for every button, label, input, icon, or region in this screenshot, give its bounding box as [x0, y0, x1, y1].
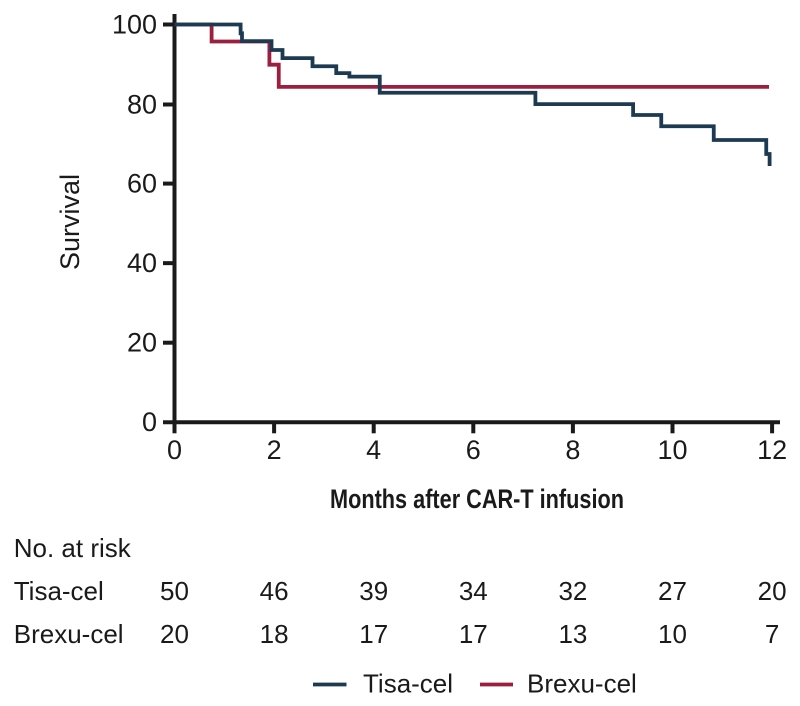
- svg-text:Survival: Survival: [55, 174, 85, 270]
- svg-text:6: 6: [466, 435, 481, 465]
- svg-text:40: 40: [127, 248, 157, 278]
- svg-text:18: 18: [260, 619, 289, 649]
- svg-text:20: 20: [127, 328, 157, 358]
- svg-text:8: 8: [565, 435, 580, 465]
- svg-text:20: 20: [160, 619, 189, 649]
- svg-text:10: 10: [657, 435, 687, 465]
- svg-text:Brexu-cel: Brexu-cel: [527, 669, 637, 699]
- svg-text:20: 20: [758, 576, 787, 606]
- svg-text:80: 80: [127, 90, 157, 120]
- svg-text:2: 2: [267, 435, 282, 465]
- svg-text:10: 10: [658, 619, 687, 649]
- svg-text:17: 17: [359, 619, 388, 649]
- svg-text:0: 0: [167, 435, 182, 465]
- svg-text:No. at risk: No. at risk: [14, 533, 132, 563]
- svg-text:32: 32: [558, 576, 587, 606]
- svg-text:4: 4: [366, 435, 381, 465]
- svg-text:Months after CAR-T infusion: Months after CAR-T infusion: [330, 484, 624, 514]
- svg-text:13: 13: [558, 619, 587, 649]
- svg-text:12: 12: [757, 435, 787, 465]
- svg-text:50: 50: [160, 576, 189, 606]
- svg-text:7: 7: [765, 619, 779, 649]
- svg-text:27: 27: [658, 576, 687, 606]
- svg-text:Brexu-cel: Brexu-cel: [14, 619, 124, 649]
- svg-text:0: 0: [142, 407, 157, 437]
- svg-text:46: 46: [260, 576, 289, 606]
- svg-text:17: 17: [459, 619, 488, 649]
- svg-text:Tisa-cel: Tisa-cel: [363, 669, 453, 699]
- svg-text:Tisa-cel: Tisa-cel: [14, 576, 104, 606]
- svg-text:39: 39: [359, 576, 388, 606]
- svg-text:60: 60: [127, 169, 157, 199]
- svg-text:100: 100: [112, 10, 157, 40]
- svg-text:34: 34: [459, 576, 488, 606]
